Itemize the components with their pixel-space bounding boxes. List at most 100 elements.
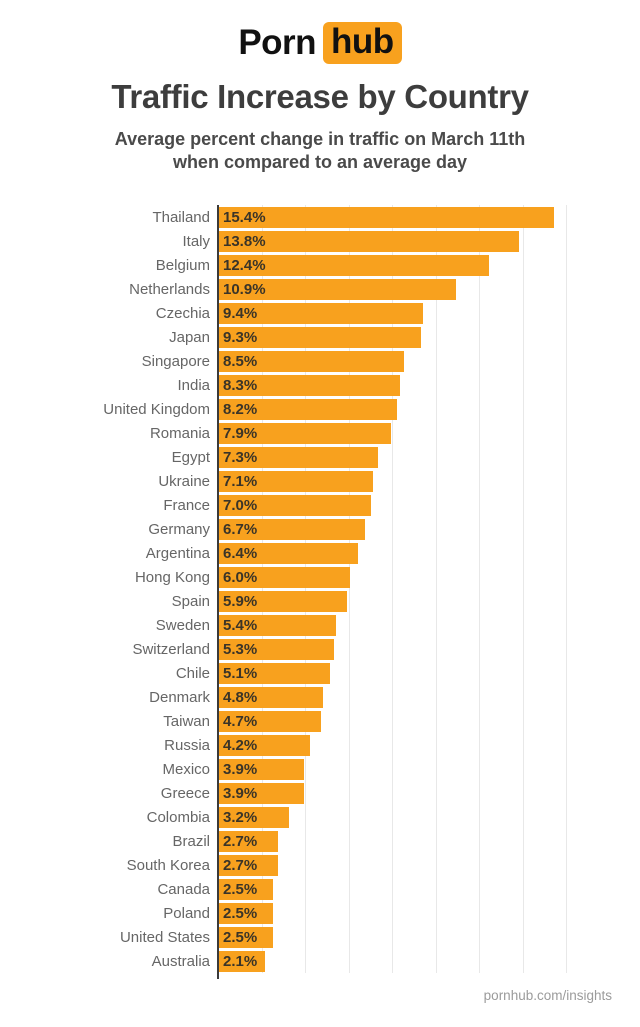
chart-gridline [435, 205, 437, 973]
traffic-bar: 4.2% [219, 734, 311, 756]
subtitle-line-2: when compared to an average day [172, 152, 468, 172]
traffic-bar: 8.5% [219, 350, 404, 372]
bar-track: 9.3% [219, 326, 640, 348]
bar-value-label: 9.4% [223, 304, 258, 322]
traffic-bar: 10.9% [219, 278, 457, 300]
chart-row: Russia 4.2% [0, 733, 640, 757]
bar-value-label: 2.7% [223, 832, 258, 850]
traffic-bar: 7.9% [219, 422, 391, 444]
bar-value-label: 13.8% [223, 232, 266, 250]
bar-track: 2.7% [219, 854, 640, 876]
traffic-bar: 5.1% [219, 662, 330, 684]
chart-gridline [479, 205, 480, 973]
traffic-bar: 7.3% [219, 446, 378, 468]
bar-value-label: 3.9% [223, 784, 258, 802]
bar-value-label: 4.2% [223, 736, 258, 754]
chart-row: Canada 2.5% [0, 877, 640, 901]
chart-row: Switzerland 5.3% [0, 637, 640, 661]
bar-value-label: 6.7% [223, 520, 258, 538]
bar-value-label: 5.9% [223, 592, 258, 610]
traffic-bar: 9.4% [219, 302, 424, 324]
bar-value-label: 6.4% [223, 544, 258, 562]
traffic-bar: 7.1% [219, 470, 374, 492]
country-label: Switzerland [132, 640, 210, 658]
bar-track: 2.5% [219, 878, 640, 900]
chart-row: Netherlands 10.9% [0, 277, 640, 301]
bar-track: 5.9% [219, 590, 640, 612]
bar-value-label: 2.1% [223, 952, 258, 970]
bar-value-label: 8.5% [223, 352, 258, 370]
chart-row: Mexico 3.9% [0, 757, 640, 781]
bar-value-label: 4.7% [223, 712, 258, 730]
country-label: Canada [157, 880, 210, 898]
logo-text-porn: Porn [238, 23, 317, 62]
country-label: Denmark [149, 688, 210, 706]
bar-value-label: 2.5% [223, 904, 258, 922]
traffic-bar: 2.7% [219, 830, 278, 852]
bar-value-label: 7.3% [223, 448, 258, 466]
chart-row: Romania 7.9% [0, 421, 640, 445]
country-label: Egypt [171, 448, 210, 466]
traffic-bar: 5.9% [219, 590, 348, 612]
bar-track: 10.9% [219, 278, 640, 300]
country-label: India [177, 376, 210, 394]
chart-row: Egypt 7.3% [0, 445, 640, 469]
traffic-bar: 2.5% [219, 902, 274, 924]
chart-row: Australia 2.1% [0, 949, 640, 973]
subtitle-line-1: Average percent change in traffic on Mar… [114, 129, 526, 149]
traffic-bar: 9.3% [219, 326, 422, 348]
bar-track: 2.5% [219, 902, 640, 924]
chart-row: Thailand 15.4% [0, 205, 640, 229]
country-label: Argentina [145, 544, 210, 562]
bar-value-label: 3.2% [223, 808, 258, 826]
country-label: Ukraine [158, 472, 210, 490]
country-label: Russia [164, 736, 210, 754]
chart-row: Hong Kong 6.0% [0, 565, 640, 589]
bar-value-label: 10.9% [223, 280, 266, 298]
page-title: Traffic Increase by Country [111, 78, 529, 115]
bar-value-label: 7.9% [223, 424, 258, 442]
bar-track: 7.1% [219, 470, 640, 492]
bar-value-label: 6.0% [223, 568, 258, 586]
country-label: Mexico [162, 760, 210, 778]
country-label: Taiwan [163, 712, 210, 730]
traffic-bar: 2.1% [219, 950, 265, 972]
chart-row: Germany 6.7% [0, 517, 640, 541]
country-label: Australia [151, 952, 210, 970]
country-label: Spain [171, 592, 210, 610]
bar-value-label: 3.9% [223, 760, 258, 778]
footer-credit: pornhub.com/insights [483, 988, 612, 1003]
country-label: Italy [182, 232, 210, 250]
bar-value-label: 15.4% [223, 208, 266, 226]
chart-row: Colombia 3.2% [0, 805, 640, 829]
page-subtitle: Average percent change in traffic on Mar… [0, 128, 640, 174]
traffic-bar: 8.2% [219, 398, 398, 420]
bar-track: 15.4% [219, 206, 640, 228]
bar-track: 5.1% [219, 662, 640, 684]
chart-row: India 8.3% [0, 373, 640, 397]
traffic-bar: 12.4% [219, 254, 489, 276]
chart-row: South Korea 2.7% [0, 853, 640, 877]
grid-layer [218, 205, 638, 973]
bar-track: 6.7% [219, 518, 640, 540]
bar-track: 3.9% [219, 782, 640, 804]
bar-value-label: 5.4% [223, 616, 258, 634]
bar-track: 4.2% [219, 734, 640, 756]
bar-track: 8.3% [219, 374, 640, 396]
chart-row: Belgium 12.4% [0, 253, 640, 277]
traffic-bar: 8.3% [219, 374, 400, 396]
country-label: Romania [149, 424, 210, 442]
bar-value-label: 5.1% [223, 664, 258, 682]
bar-track: 9.4% [219, 302, 640, 324]
bar-track: 2.1% [219, 950, 640, 972]
bar-track: 3.9% [219, 758, 640, 780]
bar-track: 8.5% [219, 350, 640, 372]
chart-row: Poland 2.5% [0, 901, 640, 925]
chart-row: Taiwan 4.7% [0, 709, 640, 733]
chart-row: Greece 3.9% [0, 781, 640, 805]
country-label: Chile [175, 664, 210, 682]
traffic-bar: 4.8% [219, 686, 324, 708]
logo-hub-box: hub [323, 22, 402, 64]
traffic-bar: 6.0% [219, 566, 350, 588]
chart-row: Singapore 8.5% [0, 349, 640, 373]
